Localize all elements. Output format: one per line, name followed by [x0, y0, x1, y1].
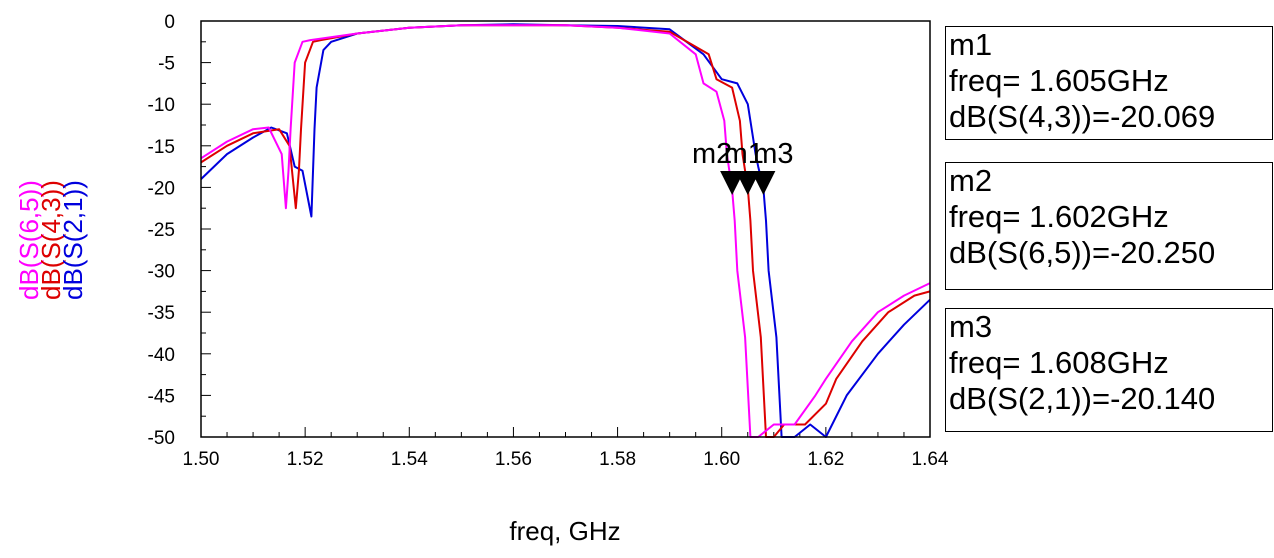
y-tick-label: -30 — [148, 262, 175, 283]
marker-triangle-m3 — [751, 171, 776, 195]
marker-readout-name: m2 — [949, 163, 993, 198]
series-line-dB(S(2,1)) — [200, 23, 931, 438]
y-tick-label: -25 — [148, 220, 175, 241]
marker-label-m2: m2 — [692, 138, 732, 170]
marker-readout-value: dB(S(6,5))=-20.250 — [949, 235, 1216, 270]
x-tick-label: 1.54 — [391, 449, 428, 470]
x-tick-label: 1.58 — [599, 449, 636, 470]
y-tick-label: 0 — [164, 12, 175, 33]
y-axis-title-s43: dB(S(4,3)) — [36, 180, 66, 300]
marker-readout-m2: m2 freq= 1.602GHz dB(S(6,5))=-20.250 — [945, 162, 1273, 290]
marker-label-m3: m3 — [753, 138, 793, 170]
x-tick-label: 1.56 — [495, 449, 532, 470]
y-tick-label: -20 — [148, 178, 175, 199]
marker-triangle-m2 — [720, 171, 745, 195]
x-tick-label: 1.52 — [287, 449, 324, 470]
y-tick-label: -5 — [158, 54, 175, 75]
y-tick-label: -10 — [148, 95, 175, 116]
x-tick-label: 1.64 — [912, 449, 949, 470]
series-layer — [200, 23, 931, 438]
y-tick-label: -35 — [148, 303, 175, 324]
plot-frame — [200, 20, 931, 438]
x-axis-title: freq, GHz — [509, 516, 620, 546]
y-axis-title-s65: dB(S(6,5)) — [14, 180, 44, 300]
marker-readout-m1: m1 freq= 1.605GHz dB(S(4,3))=-20.069 — [945, 26, 1273, 140]
y-tick-label: -50 — [148, 428, 175, 449]
y-tick-label: -15 — [148, 137, 175, 158]
x-tick-label: 1.60 — [703, 449, 740, 470]
y-tick-label: -45 — [148, 386, 175, 407]
marker-readout-m3: m3 freq= 1.608GHz dB(S(2,1))=-20.140 — [945, 308, 1273, 432]
marker-readout-value: dB(S(2,1))=-20.140 — [949, 381, 1216, 416]
x-tick-label: 1.62 — [807, 449, 844, 470]
y-axis-title-s21: dB(S(2,1)) — [58, 180, 88, 300]
marker-readout-freq: freq= 1.608GHz — [949, 345, 1169, 380]
marker-label-m1: m1 — [724, 138, 764, 170]
marker-readout-name: m1 — [949, 27, 993, 62]
marker-readout-value: dB(S(4,3))=-20.069 — [949, 99, 1216, 134]
y-tick-label: -40 — [148, 345, 175, 366]
axis-ticks — [200, 20, 931, 438]
x-tick-label: 1.50 — [183, 449, 220, 470]
marker-triangle-m1 — [735, 171, 760, 195]
series-line-dB(S(6,5)) — [200, 24, 931, 438]
marker-readout-name: m3 — [949, 309, 993, 344]
marker-readout-freq: freq= 1.605GHz — [949, 63, 1169, 98]
marker-readout-freq: freq= 1.602GHz — [949, 199, 1169, 234]
series-line-dB(S(4,3)) — [200, 24, 931, 438]
tick-labels: 1.50 1.52 1.54 1.56 1.58 1.60 1.62 1.64 0 -5 -10 -1… — [148, 12, 949, 470]
